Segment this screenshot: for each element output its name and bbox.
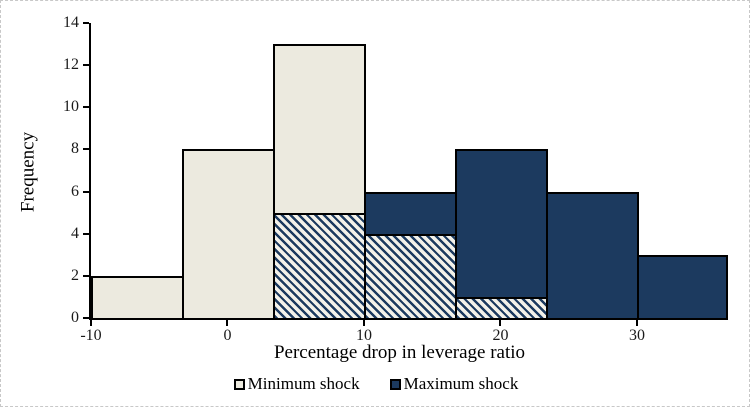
legend: Minimum shock Maximum shock xyxy=(1,374,749,394)
bar-segment-minimum-shock xyxy=(182,149,275,320)
bar-segment-minimum-shock xyxy=(91,275,184,320)
bar-segment-maximum-shock xyxy=(364,191,457,236)
y-axis-tick-label: 0 xyxy=(71,309,79,326)
bar-segment-maximum-shock xyxy=(455,149,548,299)
y-axis-tick xyxy=(83,22,89,24)
y-axis-tick xyxy=(83,64,89,67)
y-axis-tick xyxy=(83,274,89,277)
x-axis-title: Percentage drop in leverage ratio xyxy=(273,342,526,363)
y-axis-tick-label: 2 xyxy=(71,266,79,284)
minimum-shock-swatch-icon xyxy=(233,378,245,390)
y-axis-tick xyxy=(83,148,89,151)
x-axis-tick xyxy=(635,320,638,326)
y-axis-line xyxy=(89,23,91,320)
maximum-shock-swatch-icon xyxy=(389,378,401,390)
x-axis-tick-label: 10 xyxy=(355,327,372,344)
x-axis-tick-label: 0 xyxy=(223,327,232,344)
legend-item-maximum-shock: Maximum shock xyxy=(389,374,519,394)
x-axis-tick-label: 30 xyxy=(628,327,645,344)
y-axis-tick xyxy=(83,317,89,319)
x-axis-tick-label: -10 xyxy=(80,327,102,344)
bar-segment-minimum-shock xyxy=(273,44,366,215)
y-axis-tick-label: 14 xyxy=(63,14,79,31)
plot-area xyxy=(91,23,728,320)
legend-label-maximum-shock: Maximum shock xyxy=(403,374,519,393)
x-axis-tick xyxy=(499,320,502,326)
y-axis-tick-label: 4 xyxy=(71,224,79,242)
x-axis-tick xyxy=(362,320,365,326)
x-axis-tick xyxy=(226,320,229,326)
x-axis-tick-label: 20 xyxy=(492,327,509,344)
bar-segment-overlap-hatched xyxy=(455,296,548,320)
bar-segment-overlap-hatched xyxy=(364,233,457,320)
y-axis-tick-label: 8 xyxy=(71,140,79,158)
legend-label-minimum-shock: Minimum shock xyxy=(247,374,360,393)
y-axis-title: Frequency xyxy=(17,131,39,213)
y-axis-tick-label: 6 xyxy=(71,182,79,200)
legend-item-minimum-shock: Minimum shock xyxy=(233,374,360,394)
y-axis-tick xyxy=(83,106,89,109)
y-axis-tick-label: 12 xyxy=(63,56,79,74)
y-axis-tick-label: 10 xyxy=(63,98,79,116)
bar-segment-maximum-shock xyxy=(637,254,728,320)
y-axis-tick xyxy=(83,232,89,235)
y-axis-tick xyxy=(83,190,89,193)
bar-segment-maximum-shock xyxy=(546,191,639,320)
x-axis-tick xyxy=(90,320,92,326)
bar-segment-overlap-hatched xyxy=(273,212,366,320)
